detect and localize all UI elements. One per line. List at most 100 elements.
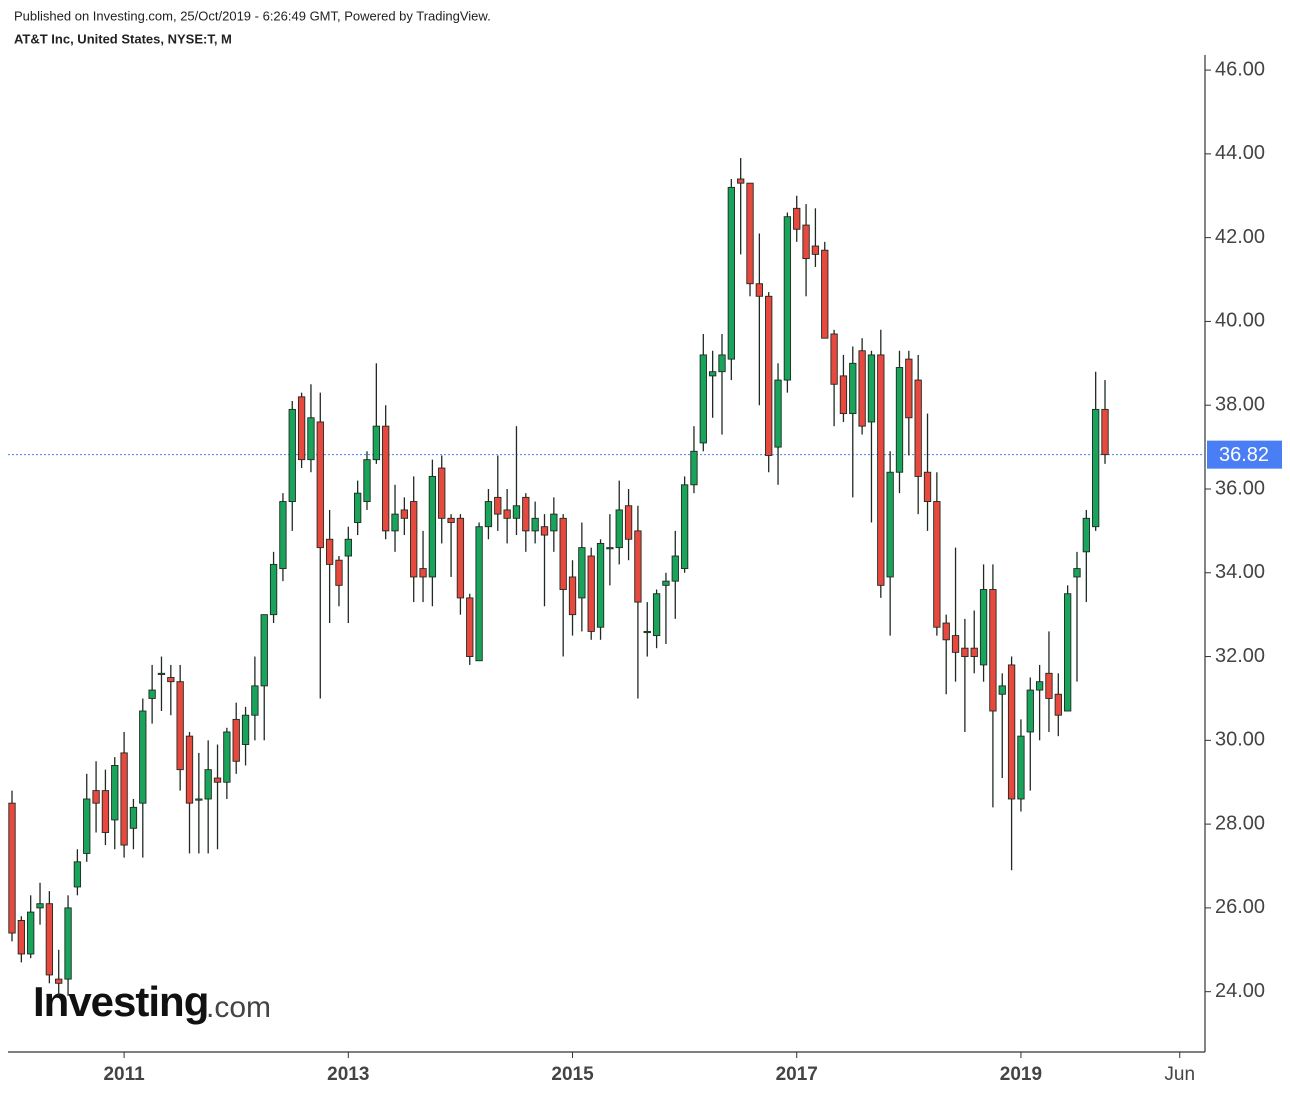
candle-body — [157, 672, 166, 675]
candle-body — [998, 685, 1006, 695]
candle-body — [578, 547, 586, 599]
candle-body — [232, 718, 240, 762]
candle-body — [1101, 408, 1109, 456]
y-tick-label: 30.00 — [1215, 729, 1265, 751]
candle-body — [699, 354, 707, 444]
candle-body — [783, 216, 792, 381]
candle-body — [550, 513, 558, 532]
candle-body — [849, 362, 857, 415]
candle-body — [344, 538, 352, 557]
candle-body — [92, 790, 100, 804]
x-tick-label: 2019 — [1000, 1064, 1042, 1085]
candle-body — [428, 475, 437, 578]
candle-body — [662, 580, 670, 586]
watermark-suffix: .com — [206, 991, 271, 1024]
candle-body — [671, 555, 679, 582]
candle-body — [568, 576, 577, 616]
candle-body — [531, 517, 539, 532]
published-note: Published on Investing.com, 25/Oct/2019 … — [14, 8, 491, 23]
y-tick-label: 28.00 — [1215, 812, 1265, 834]
candle-body — [624, 505, 633, 540]
candle-body — [73, 861, 82, 888]
candle-body — [45, 903, 54, 976]
candle-body — [839, 375, 848, 415]
candle-body — [587, 555, 595, 632]
candle-body — [288, 408, 296, 503]
candle-body — [979, 589, 988, 666]
candle-body — [634, 530, 642, 603]
y-tick-label: 42.00 — [1215, 226, 1265, 248]
candle-body — [410, 501, 418, 578]
y-tick-label: 34.00 — [1215, 561, 1265, 583]
candle-body — [755, 283, 764, 297]
candle-body — [503, 509, 511, 519]
candle-body — [8, 802, 16, 934]
candle-body — [167, 677, 175, 683]
candle-body — [204, 769, 212, 800]
candle-body — [858, 350, 866, 427]
candle-body — [933, 501, 941, 628]
candle-body — [1092, 408, 1100, 528]
candle-body — [297, 396, 306, 461]
candle-body — [241, 714, 250, 745]
candle-body — [372, 425, 380, 461]
candle-body — [120, 752, 128, 846]
y-tick-label: 36.00 — [1215, 477, 1265, 499]
candle-body — [765, 295, 773, 456]
candle-body — [456, 517, 465, 599]
watermark-name: Investing — [33, 978, 208, 1025]
candle-body — [923, 471, 932, 503]
candle-body — [596, 542, 605, 628]
y-tick-label: 24.00 — [1215, 980, 1265, 1002]
candle-body — [447, 517, 455, 523]
x-tick-label: Jun — [1164, 1064, 1195, 1085]
candle-body — [905, 358, 913, 419]
candle-body — [1063, 593, 1072, 712]
candle-body — [774, 379, 782, 448]
x-tick-label: 2011 — [103, 1064, 145, 1085]
candle-body — [512, 505, 521, 519]
candle-body — [176, 681, 184, 771]
candle-body — [802, 224, 810, 260]
candle-body — [101, 790, 110, 833]
watermark: Investing .com — [33, 978, 271, 1025]
candle-body — [1045, 672, 1053, 699]
candle-body — [886, 471, 894, 578]
x-tick-label: 2017 — [776, 1064, 818, 1085]
candle-body — [223, 731, 231, 783]
candle-body — [942, 622, 950, 641]
candle-body — [484, 501, 493, 528]
candle-body — [494, 496, 502, 515]
candle-body — [1026, 689, 1034, 733]
candle-body — [951, 635, 960, 653]
candle-body — [1035, 681, 1044, 691]
candle-body — [1017, 735, 1025, 800]
last-price-tag — [1207, 440, 1282, 469]
candle-body — [354, 492, 362, 523]
candle-body — [325, 538, 334, 565]
candle-body — [615, 509, 623, 549]
candle-body — [1007, 664, 1016, 800]
candle-body — [680, 484, 689, 570]
candle-body — [83, 798, 91, 854]
candle-body — [335, 559, 343, 586]
candle-body — [1082, 517, 1090, 553]
candle-body — [55, 978, 63, 984]
candle-body — [709, 371, 717, 377]
candle-body — [877, 354, 885, 586]
candle-body — [129, 806, 138, 829]
symbol-title: AT&T Inc, United States, NYSE:T, M — [14, 31, 232, 46]
candle-body — [895, 367, 904, 473]
candle-body — [419, 568, 427, 578]
x-tick-label: 2015 — [551, 1064, 594, 1085]
candle-body — [970, 647, 978, 658]
candle-body — [64, 907, 72, 980]
candle-body — [718, 354, 726, 373]
candle-body — [989, 589, 997, 712]
candle-body — [652, 593, 661, 637]
candle-body — [914, 379, 922, 477]
candle-body — [316, 421, 324, 549]
candle-body — [867, 354, 876, 423]
candle-body — [643, 630, 651, 634]
